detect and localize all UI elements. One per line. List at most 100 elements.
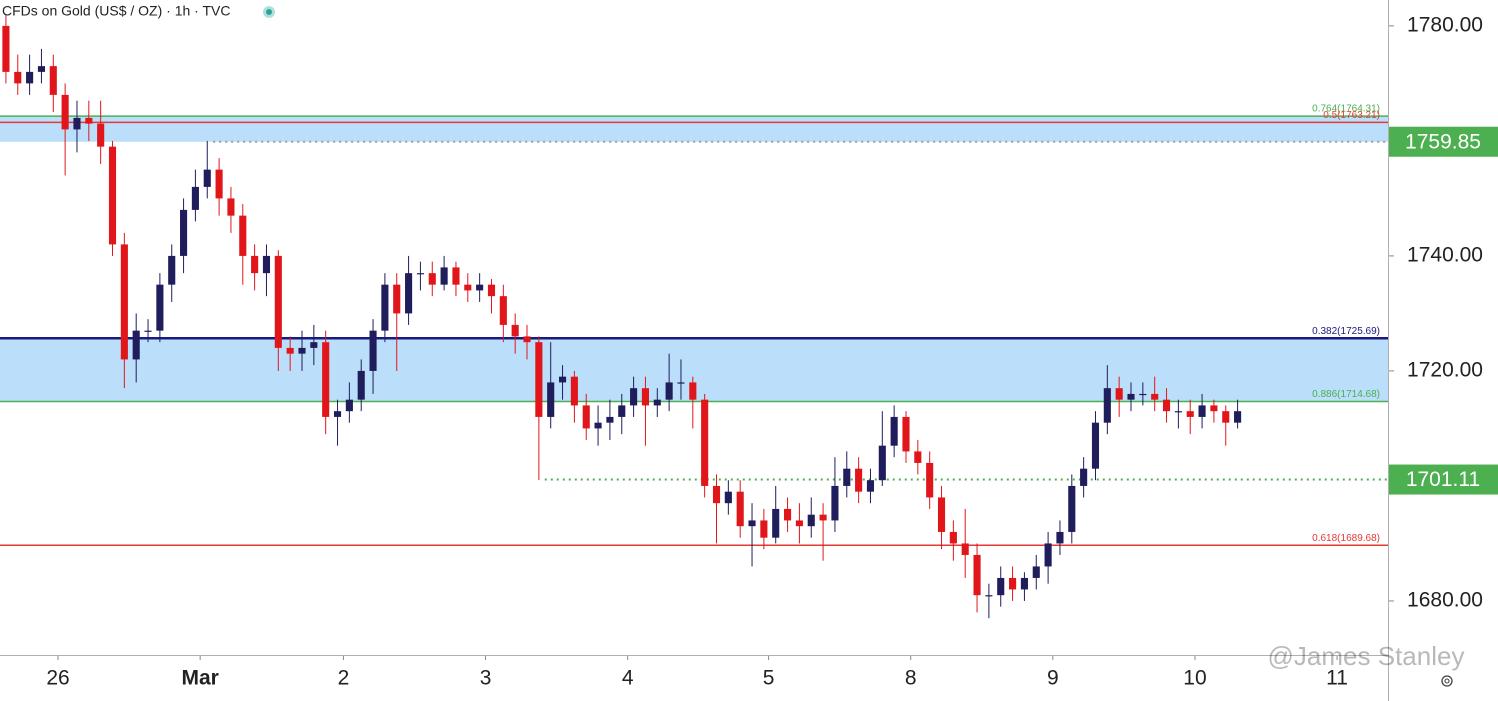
candle-body xyxy=(582,405,590,429)
candle-body xyxy=(890,416,898,446)
candle-body xyxy=(772,508,780,538)
candle-body xyxy=(606,416,614,423)
candle-body xyxy=(902,416,910,452)
candle-body xyxy=(286,347,294,354)
candle-body xyxy=(487,284,496,297)
fib-label: 0.764(1764.31) xyxy=(1312,104,1380,115)
candle-body xyxy=(985,595,993,597)
candle-body xyxy=(251,255,259,274)
candle-body xyxy=(926,462,934,498)
candle-body xyxy=(677,382,685,384)
candle-body xyxy=(641,388,649,406)
chart-title: CFDs on Gold (US$ / OZ) · 1h · TVC xyxy=(2,3,230,19)
candle-body xyxy=(405,273,413,314)
fib-label: 0.886(1714.68) xyxy=(1312,389,1380,400)
candle-body xyxy=(819,514,827,521)
candle-body xyxy=(2,25,10,72)
candle-body xyxy=(795,520,803,527)
candle-body xyxy=(1103,388,1111,423)
x-tick-label: Mar xyxy=(181,667,218,690)
candle-body xyxy=(784,508,792,521)
candle-body xyxy=(274,255,282,348)
candle-body xyxy=(653,399,661,406)
x-tick-label: 2 xyxy=(338,667,350,690)
candle-body xyxy=(120,244,128,360)
candle-body xyxy=(807,514,815,527)
candle-body xyxy=(1020,577,1028,590)
candle-body xyxy=(73,117,81,130)
candle-body xyxy=(712,485,721,504)
settings-icon[interactable] xyxy=(1441,675,1453,687)
candle-body xyxy=(701,399,709,486)
candle-body xyxy=(156,284,164,331)
candle-body xyxy=(570,376,578,406)
candle-body xyxy=(523,336,531,343)
candle-body xyxy=(203,169,211,187)
candle-body xyxy=(369,330,377,371)
candle-body xyxy=(997,577,1005,596)
y-tick-label: 1680.00 xyxy=(1407,588,1483,611)
candle-body xyxy=(748,520,756,527)
candle-body xyxy=(973,554,981,596)
candle-body xyxy=(1162,399,1171,412)
candle-body xyxy=(1115,388,1123,400)
price-box xyxy=(1389,464,1498,495)
candle-body xyxy=(665,382,673,400)
candle-body xyxy=(535,342,543,417)
x-tick-label: 9 xyxy=(1047,667,1059,690)
candle-body xyxy=(357,370,365,400)
candle-body xyxy=(262,255,271,274)
candle-body xyxy=(618,405,626,417)
candle-body xyxy=(1198,405,1206,417)
price-box xyxy=(1389,126,1498,157)
candle-body xyxy=(630,388,638,406)
y-tick-label: 1780.00 xyxy=(1407,13,1483,36)
candle-body xyxy=(843,468,851,486)
y-tick-label: 1740.00 xyxy=(1407,243,1483,266)
candle-body xyxy=(949,531,957,544)
candle-body xyxy=(1151,393,1159,400)
candle-body xyxy=(1127,393,1135,400)
x-tick-label: 10 xyxy=(1183,667,1206,690)
x-tick-label: 8 xyxy=(905,667,917,690)
zone xyxy=(0,116,1388,142)
candle-body xyxy=(85,117,93,124)
candle-body xyxy=(26,71,34,84)
candle-body xyxy=(511,324,519,337)
candle-body xyxy=(1068,485,1076,532)
candle-body xyxy=(168,255,176,285)
candle-body xyxy=(322,342,330,417)
price-box-label: 1701.11 xyxy=(1406,468,1480,491)
candle-body xyxy=(97,123,105,147)
status-dot xyxy=(266,9,272,15)
candle-body xyxy=(239,215,247,256)
candle-body xyxy=(393,284,401,314)
candle-body xyxy=(1032,566,1040,578)
price-box-label: 1759.85 xyxy=(1405,130,1481,153)
candle-body xyxy=(464,284,472,291)
candle-body xyxy=(61,94,69,130)
candle-body xyxy=(1174,411,1182,413)
watermark: @James Stanley xyxy=(1268,641,1465,671)
candle-body xyxy=(1056,531,1064,544)
candle-body xyxy=(37,66,46,72)
candle-body xyxy=(937,497,946,532)
candle-body xyxy=(191,186,199,210)
candle-body xyxy=(547,382,555,417)
x-tick-label: 3 xyxy=(480,667,492,690)
fib-label: 0.5(1763.21) xyxy=(1323,110,1380,121)
candle-body xyxy=(736,491,744,527)
candle-body xyxy=(310,342,318,348)
candle-body xyxy=(1139,393,1147,396)
x-tick-label: 11 xyxy=(1326,667,1348,690)
fib-label: 0.618(1689.68) xyxy=(1312,533,1380,544)
candle-body xyxy=(416,273,424,275)
candle-body xyxy=(144,330,152,332)
candle-body xyxy=(333,411,342,417)
candle-body xyxy=(961,543,969,555)
candle-body xyxy=(14,71,22,84)
candle-body xyxy=(1044,543,1052,567)
candle-body xyxy=(452,267,460,285)
candle-body xyxy=(558,376,567,383)
